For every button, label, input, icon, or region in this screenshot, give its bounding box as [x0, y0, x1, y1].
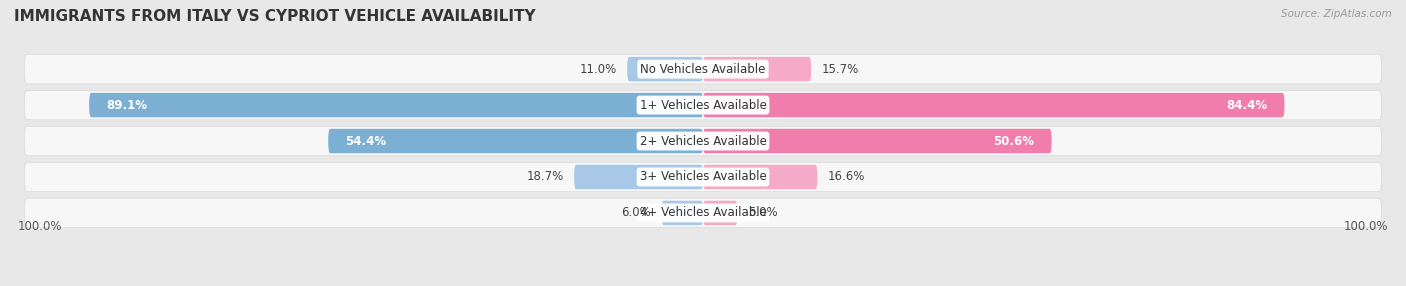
Text: Source: ZipAtlas.com: Source: ZipAtlas.com	[1281, 9, 1392, 19]
Text: 16.6%: 16.6%	[828, 170, 865, 184]
FancyBboxPatch shape	[328, 129, 703, 153]
Text: IMMIGRANTS FROM ITALY VS CYPRIOT VEHICLE AVAILABILITY: IMMIGRANTS FROM ITALY VS CYPRIOT VEHICLE…	[14, 9, 536, 23]
Text: 4+ Vehicles Available: 4+ Vehicles Available	[640, 206, 766, 219]
FancyBboxPatch shape	[703, 129, 1052, 153]
FancyBboxPatch shape	[574, 165, 703, 189]
FancyBboxPatch shape	[24, 90, 1382, 120]
Text: 5.0%: 5.0%	[748, 206, 778, 219]
Text: 100.0%: 100.0%	[1344, 221, 1389, 233]
Text: 1+ Vehicles Available: 1+ Vehicles Available	[640, 99, 766, 112]
Text: 18.7%: 18.7%	[527, 170, 564, 184]
FancyBboxPatch shape	[24, 126, 1382, 156]
FancyBboxPatch shape	[627, 57, 703, 81]
FancyBboxPatch shape	[703, 165, 817, 189]
Text: 89.1%: 89.1%	[107, 99, 148, 112]
FancyBboxPatch shape	[24, 198, 1382, 228]
FancyBboxPatch shape	[662, 201, 703, 225]
Text: 6.0%: 6.0%	[621, 206, 651, 219]
FancyBboxPatch shape	[24, 54, 1382, 84]
Text: 15.7%: 15.7%	[821, 63, 859, 76]
Text: 2+ Vehicles Available: 2+ Vehicles Available	[640, 134, 766, 148]
Text: No Vehicles Available: No Vehicles Available	[640, 63, 766, 76]
Text: 54.4%: 54.4%	[346, 134, 387, 148]
FancyBboxPatch shape	[89, 93, 703, 117]
Text: 3+ Vehicles Available: 3+ Vehicles Available	[640, 170, 766, 184]
Text: 84.4%: 84.4%	[1226, 99, 1267, 112]
FancyBboxPatch shape	[703, 57, 811, 81]
Text: 50.6%: 50.6%	[994, 134, 1035, 148]
FancyBboxPatch shape	[24, 162, 1382, 192]
Text: 11.0%: 11.0%	[579, 63, 617, 76]
FancyBboxPatch shape	[703, 93, 1285, 117]
Text: 100.0%: 100.0%	[17, 221, 62, 233]
FancyBboxPatch shape	[703, 201, 738, 225]
